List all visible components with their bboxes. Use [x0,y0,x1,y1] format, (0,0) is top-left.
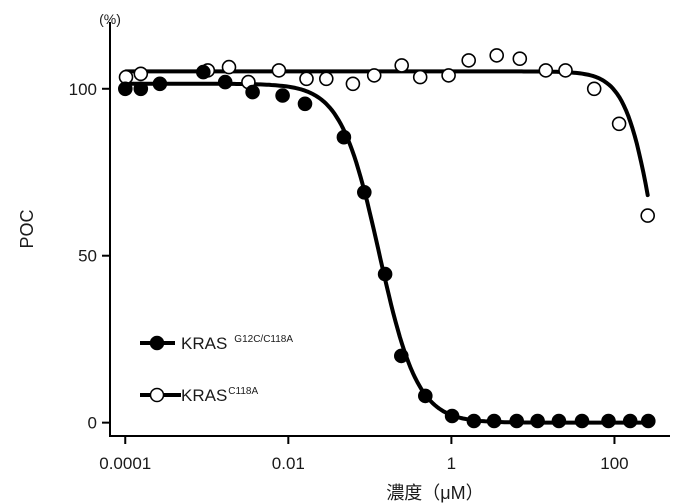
filled-data-point [601,413,616,429]
filled-data-point [377,266,393,282]
legend-name-c118a: KRAS [181,386,227,405]
open-data-point [441,68,456,83]
filled-data-point [444,408,460,424]
data-markers [118,48,656,429]
filled-data-point [509,413,525,429]
open-data-point [345,76,361,92]
y-unit-label: (%) [99,11,121,27]
x-tick-label: 0.01 [272,454,305,473]
legend-item-g12c-c118a: KRAS G12C/C118A [140,334,293,353]
legend-sup-g12c-c118a: G12C/C118A [234,334,293,345]
x-ticks: 0.0001 0.01 1 100 [99,436,629,473]
open-data-point [271,63,287,78]
y-axis-title: POC [17,209,37,248]
y-tick-label: 50 [78,247,97,266]
filled-data-point [297,96,313,112]
filled-data-point [486,413,502,429]
legend-label-c118a: KRASC118A [181,386,258,405]
legend: KRAS G12C/C118A KRASC118A [140,334,293,405]
filled-data-point [275,88,290,103]
open-data-point [394,58,410,73]
axes [109,22,670,437]
x-tick-label: 100 [600,454,628,473]
open-data-point [611,116,627,132]
filled-data-point [622,413,638,429]
legend-marker-open [149,387,165,403]
open-data-point [640,208,656,223]
legend-label-g12c-c118a: KRAS G12C/C118A [181,334,293,353]
x-tick-label: 0.0001 [99,454,151,473]
fit-curves [123,69,651,425]
open-data-point [538,63,554,78]
filled-data-point [336,129,352,145]
filled-data-point [640,413,656,429]
x-tick-label: 1 [447,454,456,473]
y-tick-label: 0 [88,414,97,433]
filled-data-point [196,64,211,80]
filled-data-point [245,84,260,100]
open-data-point [512,51,528,67]
open-data-point [318,71,334,87]
fit-curve-c118a [124,69,650,198]
open-data-point [461,53,477,68]
x-axis-title: 濃度（μM） [386,483,483,503]
filled-data-point [551,413,567,429]
filled-data-point [356,185,372,200]
y-tick-label: 100 [69,80,97,99]
y-ticks: 0 50 100 [69,80,110,433]
filled-data-point [133,81,149,97]
filled-data-point [217,74,233,90]
open-data-point [221,59,237,75]
legend-sup-c118a: C118A [228,386,258,397]
filled-data-point [466,413,482,429]
filled-data-point [152,76,168,92]
open-data-point [586,81,602,97]
legend-name-g12c-c118a: KRAS [181,334,227,353]
open-data-point [489,48,505,63]
open-data-point [412,69,428,85]
open-data-point [299,71,314,87]
filled-data-point [574,413,590,429]
filled-data-point [530,413,545,429]
filled-data-point [417,388,433,404]
open-data-point [558,63,573,78]
filled-data-point [118,81,133,97]
open-data-point [133,66,149,82]
legend-item-c118a: KRASC118A [140,386,258,405]
open-data-point [366,68,382,83]
fit-curve-g12c-c118a [123,81,651,425]
legend-marker-filled [149,335,165,351]
filled-data-point [393,348,409,364]
